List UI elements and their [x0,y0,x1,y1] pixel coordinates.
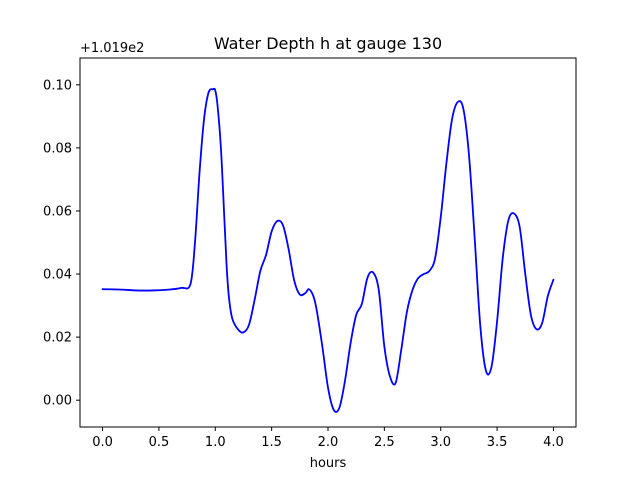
x-tick-label: 2.5 [374,435,395,450]
y-tick-label: 0.10 [43,78,72,93]
x-axis: 0.0 0.5 1.0 1.5 2.0 2.5 3.0 3.5 4.0 [92,427,564,450]
x-tick-label: 3.0 [430,435,451,450]
x-tick-label: 3.5 [487,435,508,450]
y-axis: 0.00 0.02 0.04 0.06 0.08 0.10 [43,78,80,409]
y-tick-label: 0.04 [43,268,72,283]
chart-title: Water Depth h at gauge 130 [214,34,442,53]
x-tick-label: 1.0 [205,435,226,450]
y-tick-label: 0.02 [43,331,72,346]
plot-area [80,58,576,427]
plot-background [80,58,576,427]
x-tick-label: 0.5 [149,435,170,450]
y-axis-offset-text: +1.019e2 [80,41,144,56]
x-tick-label: 0.0 [92,435,113,450]
x-tick-label: 2.0 [318,435,339,450]
y-tick-label: 0.08 [43,141,72,156]
y-tick-label: 0.06 [43,204,72,219]
x-tick-label: 4.0 [543,435,564,450]
series-layer [101,87,555,413]
x-axis-label: hours [310,456,347,471]
y-tick-label: 0.00 [43,394,72,409]
series-line-0 [101,87,555,413]
x-tick-label: 1.5 [261,435,282,450]
